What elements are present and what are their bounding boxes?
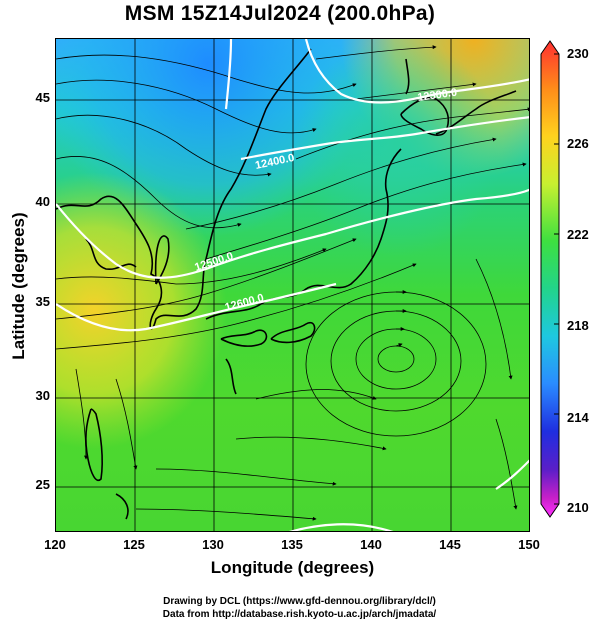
x-tick-label: 150 bbox=[518, 537, 540, 552]
wind-streamlines bbox=[56, 45, 529, 521]
coastlines bbox=[56, 48, 517, 520]
colorbar-ticks bbox=[554, 53, 559, 505]
y-axis-label: Latitude (degrees) bbox=[9, 212, 28, 360]
credit-data-source: Data from http://database.rish.kyoto-u.a… bbox=[162, 609, 437, 620]
x-tick-label: 140 bbox=[360, 537, 382, 552]
x-tick-label: 120 bbox=[44, 537, 66, 552]
chart-title: MSM 15Z14Jul2024 (200.0hPa) bbox=[124, 2, 436, 25]
y-tick-label: 30 bbox=[35, 388, 50, 403]
credit-drawing: Drawing by DCL (https://www.gfd-dennou.o… bbox=[163, 596, 436, 607]
x-axis-label: Longitude (degrees) bbox=[210, 558, 375, 577]
map-svg: 12300.0 12400.0 12500.0 12600.0 bbox=[56, 39, 529, 531]
x-tick-label: 125 bbox=[123, 537, 145, 552]
colorbar-body bbox=[540, 40, 560, 518]
colorbar-label: 214 bbox=[567, 410, 589, 425]
y-tick-label: 25 bbox=[35, 477, 50, 492]
colorbar bbox=[540, 40, 560, 518]
graticule bbox=[56, 39, 529, 531]
height-contours bbox=[56, 39, 529, 531]
colorbar-label: 210 bbox=[567, 500, 589, 515]
x-tick-label: 135 bbox=[281, 537, 303, 552]
colorbar-label: 218 bbox=[567, 318, 589, 333]
y-tick-label: 40 bbox=[35, 194, 50, 209]
x-tick-label: 145 bbox=[439, 537, 461, 552]
map-plot-area: 12300.0 12400.0 12500.0 12600.0 bbox=[55, 38, 530, 532]
contour-label-12300: 12300.0 bbox=[417, 87, 458, 104]
y-tick-label: 35 bbox=[35, 294, 50, 309]
y-tick-label: 45 bbox=[35, 90, 50, 105]
colorbar-label: 230 bbox=[567, 46, 589, 61]
x-tick-label: 130 bbox=[202, 537, 224, 552]
colorbar-label: 222 bbox=[567, 227, 589, 242]
colorbar-label: 226 bbox=[567, 136, 589, 151]
